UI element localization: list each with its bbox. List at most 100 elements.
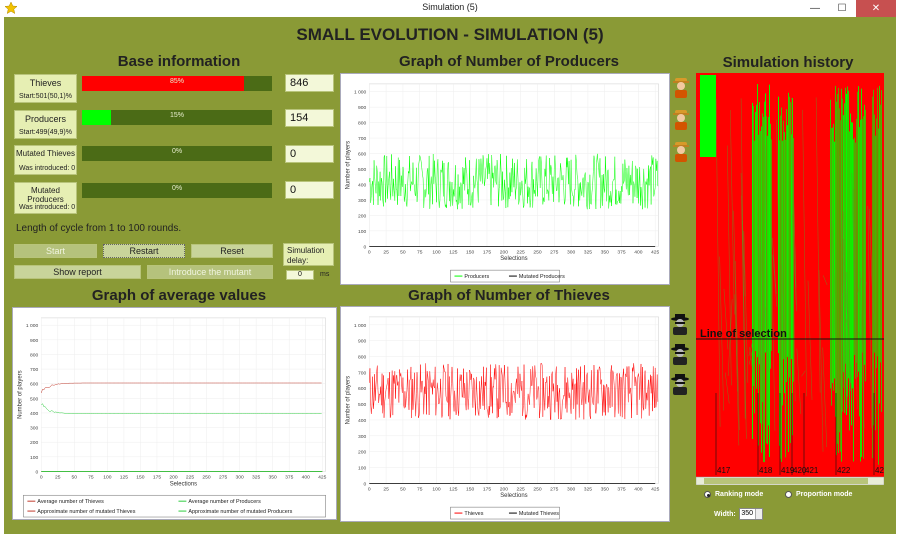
y-tick-label: 800 xyxy=(358,355,366,361)
x-tick-label: 275 xyxy=(550,486,558,492)
history-marker-label: 420 xyxy=(793,466,807,475)
history-stripe xyxy=(869,209,874,314)
farmer-icon xyxy=(673,110,689,130)
introduce-mutant-button[interactable]: Introduce the mutant xyxy=(147,265,273,279)
history-stripe xyxy=(847,310,852,400)
producers-graph-title: Graph of Number of Producers xyxy=(398,53,620,70)
y-tick-label: 200 xyxy=(30,440,38,446)
producers-label: Producers xyxy=(24,114,67,124)
x-tick-label: 425 xyxy=(318,474,326,480)
x-tick-label: 100 xyxy=(103,474,111,480)
thieves-progress: 85% xyxy=(82,76,272,91)
x-tick-label: 100 xyxy=(432,249,440,255)
x-tick-label: 75 xyxy=(417,249,423,255)
x-tick-label: 25 xyxy=(383,249,389,255)
legend-box xyxy=(450,269,560,283)
y-tick-label: 600 xyxy=(358,386,366,392)
x-tick-label: 400 xyxy=(634,486,642,492)
width-value: 350 xyxy=(741,510,753,517)
window-titlebar: Simulation (5) — ☐ ✕ xyxy=(0,0,900,17)
x-tick-label: 350 xyxy=(269,474,277,480)
minimize-button[interactable]: — xyxy=(810,3,820,14)
farmer-icon xyxy=(673,78,689,98)
x-tick-label: 175 xyxy=(153,474,161,480)
width-spinner[interactable]: 350 xyxy=(739,508,763,520)
y-tick-label: 0 xyxy=(364,481,367,487)
average-graph-title: Graph of average values xyxy=(91,287,267,304)
producers-count: 154 xyxy=(285,109,334,127)
history-marker-label: 422 xyxy=(837,466,851,475)
x-tick-label: 150 xyxy=(466,486,474,492)
restart-button[interactable]: Restart xyxy=(103,244,185,258)
y-tick-label: 300 xyxy=(358,198,366,204)
y-tick-label: 500 xyxy=(30,396,38,402)
maximize-button[interactable]: ☐ xyxy=(837,3,847,14)
selection-line-label: Line of selection xyxy=(700,328,787,340)
reset-button[interactable]: Reset xyxy=(191,244,273,258)
main-panel: SMALL EVOLUTION - SIMULATION (5) Base in… xyxy=(4,17,896,534)
plot-area xyxy=(41,317,326,472)
y-tick-label: 0 xyxy=(36,469,39,475)
legend-label: Producers xyxy=(464,274,489,280)
history-stripe xyxy=(822,347,827,448)
x-tick-label: 400 xyxy=(634,249,642,255)
app-icon xyxy=(5,2,17,14)
history-stripe xyxy=(846,271,851,392)
ranking-mode-radio[interactable]: Ranking mode xyxy=(704,491,763,498)
history-marker-label: 421 xyxy=(805,466,819,475)
legend-label: Mutated Thieves xyxy=(519,511,559,517)
y-tick-label: 700 xyxy=(358,136,366,142)
history-stripe xyxy=(764,145,770,373)
x-tick-label: 225 xyxy=(186,474,194,480)
y-tick-label: 600 xyxy=(358,152,366,158)
x-tick-label: 325 xyxy=(584,249,592,255)
close-button[interactable]: ✕ xyxy=(856,0,896,17)
x-tick-label: 125 xyxy=(449,249,457,255)
spinner-arrows-icon[interactable] xyxy=(755,509,762,519)
history-stripe xyxy=(792,214,797,312)
history-stripe xyxy=(838,292,843,361)
history-stripe xyxy=(733,210,738,392)
history-start-block xyxy=(700,75,716,157)
mutated-thieves-count: 0 xyxy=(285,145,334,163)
x-tick-label: 225 xyxy=(517,249,525,255)
delay-input[interactable]: 0 xyxy=(286,270,314,280)
producers-progress: 15% xyxy=(82,110,272,125)
y-tick-label: 700 xyxy=(358,370,366,376)
delay-unit: ms xyxy=(320,271,330,278)
thieves-count: 846 xyxy=(285,74,334,92)
history-stripe xyxy=(770,208,776,431)
y-tick-label: 600 xyxy=(30,382,38,388)
mutated-producers-count: 0 xyxy=(285,181,334,199)
x-tick-label: 250 xyxy=(533,249,541,255)
y-tick-label: 900 xyxy=(30,338,38,344)
x-tick-label: 175 xyxy=(483,249,491,255)
thieves-start: Start:501(50,1)% xyxy=(19,93,72,100)
mutated-producers-progress: 0% xyxy=(82,183,272,198)
start-button[interactable]: Start xyxy=(14,244,97,258)
y-tick-label: 200 xyxy=(358,213,366,219)
y-tick-label: 700 xyxy=(30,367,38,373)
proportion-mode-radio[interactable]: Proportion mode xyxy=(785,491,852,498)
thieves-progress-fill xyxy=(82,76,244,91)
x-tick-label: 375 xyxy=(617,486,625,492)
x-tick-label: 200 xyxy=(169,474,177,480)
x-axis-label: Selections xyxy=(500,256,527,262)
history-stripe xyxy=(743,231,749,383)
series-line xyxy=(369,153,659,210)
series-line xyxy=(369,362,659,420)
mutated-producers-label: Mutated Producers xyxy=(27,186,64,204)
y-tick-label: 300 xyxy=(358,434,366,440)
y-axis-label: Number of players xyxy=(17,370,23,419)
show-report-button[interactable]: Show report xyxy=(14,265,141,279)
history-stripe xyxy=(741,195,746,420)
history-stripe xyxy=(867,205,873,429)
x-tick-label: 425 xyxy=(651,486,659,492)
proportion-mode-label: Proportion mode xyxy=(796,491,853,498)
x-tick-label: 25 xyxy=(55,474,61,480)
legend-label: Thieves xyxy=(464,511,483,517)
producers-percent: 15% xyxy=(169,112,184,119)
ranking-mode-dot xyxy=(704,491,711,498)
history-stripe xyxy=(843,238,848,314)
